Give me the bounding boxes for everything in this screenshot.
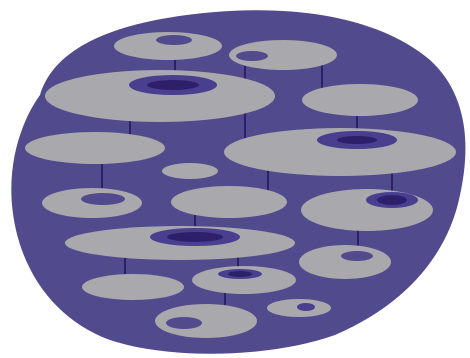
disc-core [147, 80, 199, 90]
disc [82, 274, 184, 300]
disc [171, 186, 287, 218]
disc-core [228, 271, 252, 277]
disc-hole [297, 303, 315, 311]
disc-hole [341, 251, 373, 261]
disc [45, 70, 275, 122]
disc-core [167, 232, 223, 242]
disc [229, 40, 337, 70]
disc [162, 163, 218, 179]
disc-core [337, 136, 377, 144]
disc [299, 245, 391, 279]
disc [155, 304, 257, 338]
disc-core [377, 195, 407, 205]
discs [25, 32, 456, 338]
disc-hole [81, 193, 125, 205]
disc [301, 189, 433, 231]
disc [25, 132, 165, 164]
disc [224, 128, 456, 176]
disc [114, 32, 222, 60]
disc-hole [236, 51, 268, 61]
disc [192, 266, 296, 294]
disc-hole [156, 35, 192, 45]
disc [302, 84, 418, 116]
disc-hole [166, 317, 202, 329]
